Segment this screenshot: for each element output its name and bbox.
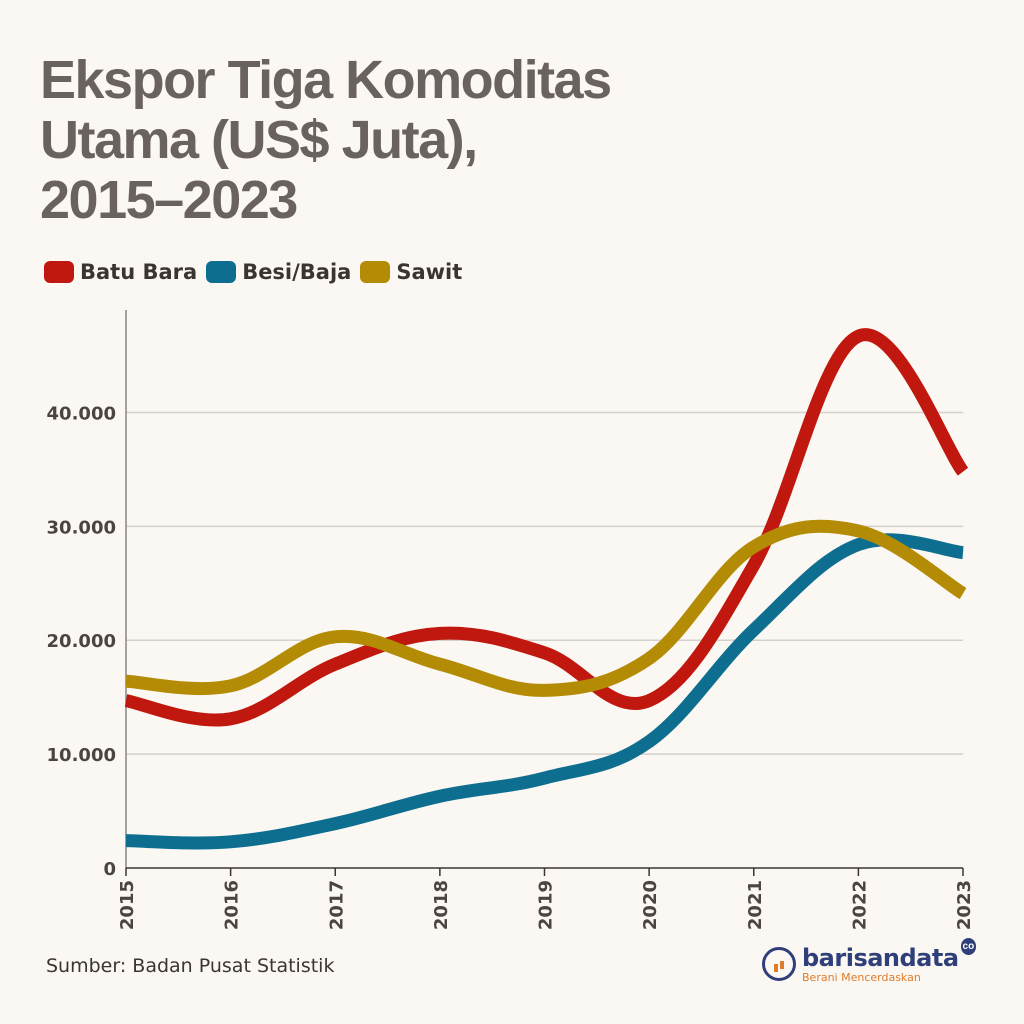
logo-tagline: Berani Mencerdaskan (802, 970, 921, 984)
legend-label: Besi/Baja (242, 260, 352, 284)
y-tick-label: 10.000 (47, 745, 116, 766)
brand-logo: barisandata co Berani Mencerdaskan (762, 937, 982, 988)
logo-suffix: co (960, 937, 977, 955)
x-tick-label: 2022 (849, 880, 870, 930)
legend-swatch (360, 261, 391, 283)
x-tick-label: 2016 (222, 880, 243, 930)
x-tick-label: 2017 (326, 880, 347, 930)
legend-item-sawit: Sawit (360, 260, 462, 284)
chart-title-line: Ekspor Tiga Komoditas (40, 50, 612, 110)
x-tick-label: 2020 (640, 880, 661, 930)
chart-legend: Batu Bara Besi/Baja Sawit (44, 260, 471, 284)
y-tick-label: 0 (103, 859, 116, 880)
y-tick-label: 20.000 (47, 631, 116, 652)
legend-item-batu-bara: Batu Bara (44, 260, 197, 284)
source-note: Sumber: Badan Pusat Statistik (46, 955, 335, 977)
x-tick-label: 2018 (431, 880, 452, 930)
series-line-besi-baja (125, 533, 964, 850)
legend-label: Batu Bara (80, 260, 198, 284)
legend-swatch (44, 261, 74, 283)
legend-label: Sawit (396, 260, 463, 284)
legend-item-besi-baja: Besi/Baja (206, 260, 351, 284)
x-tick-label: 2021 (745, 880, 766, 930)
x-tick-label: 2015 (117, 880, 138, 930)
chart-title-line: Utama (US$ Juta), (40, 110, 478, 170)
y-tick-label: 30.000 (47, 517, 116, 538)
x-tick-label: 2019 (536, 880, 557, 930)
legend-swatch (206, 261, 237, 283)
x-tick-label: 2023 (954, 880, 975, 930)
logo-name: barisandata (802, 943, 959, 972)
chart-title: Ekspor Tiga Komoditas Utama (US$ Juta), … (40, 50, 840, 230)
logo-mark-icon (762, 947, 796, 981)
y-tick-label: 40.000 (47, 403, 116, 424)
chart-title-line: 2015–2023 (40, 170, 298, 230)
series-line-sawit (125, 519, 967, 697)
